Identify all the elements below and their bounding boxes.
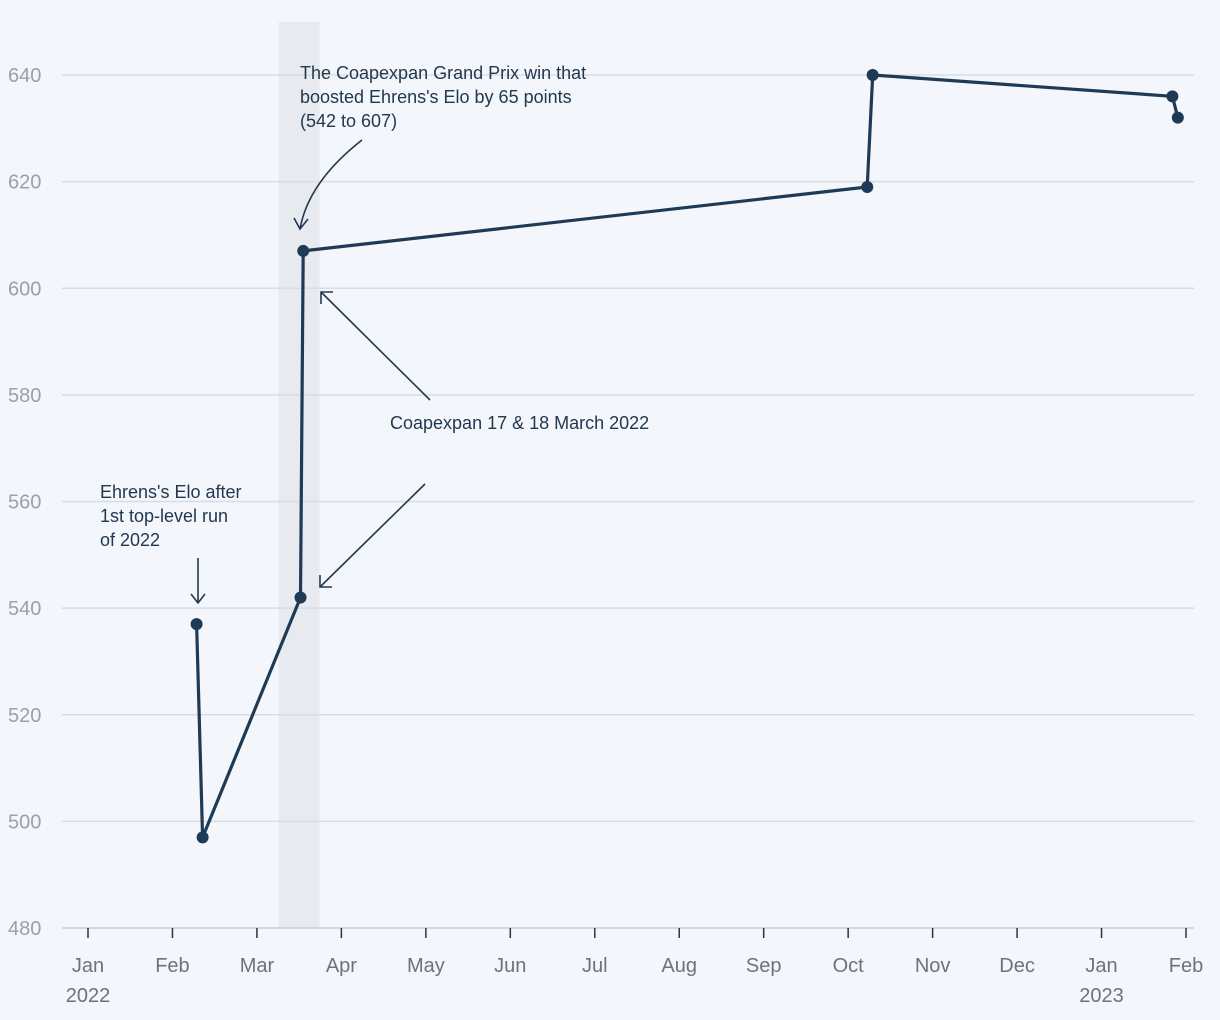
- x-tick-label-8: Sep: [746, 955, 782, 977]
- y-tick-label-580: 580: [8, 385, 41, 407]
- annotation-first-run-line3: of 2022: [100, 530, 160, 550]
- annotation-first-run: Ehrens's Elo after 1st top-level run of …: [100, 482, 247, 550]
- elo-point-3: [297, 244, 310, 257]
- elo-point-4: [861, 180, 874, 193]
- annotation-grand-prix-line1: The Coapexpan Grand Prix win that: [300, 63, 586, 83]
- annotation-coapexpan-arrow-up: [320, 291, 431, 401]
- y-tick-label-540: 540: [8, 598, 41, 620]
- y-axis: 480 500 520 540 560 580 600 620 640: [8, 65, 41, 940]
- annotation-coapexpan-march-line1: Coapexpan 17 & 18 March 2022: [390, 413, 649, 433]
- annotation-coapexpan-march: Coapexpan 17 & 18 March 2022: [390, 413, 649, 433]
- annotation-grand-prix-line2: boosted Ehrens's Elo by 65 points: [300, 87, 572, 107]
- elo-point-5: [866, 69, 879, 81]
- y-tick-label-620: 620: [8, 172, 41, 194]
- elo-point-6: [1166, 90, 1179, 103]
- highlight-band: [278, 22, 320, 928]
- y-tick-label-600: 600: [8, 278, 41, 300]
- annotation-first-run-line1: Ehrens's Elo after: [100, 482, 242, 502]
- grid-lines: [62, 74, 1194, 823]
- x-tick-label-13: Feb: [1169, 955, 1203, 977]
- x-tick-year-0: 2022: [66, 985, 111, 1007]
- annotation-grand-prix-arrowhead: [293, 217, 309, 231]
- elo-series-line: [195, 73, 1180, 840]
- annotation-first-run-arrowhead: [190, 593, 206, 605]
- x-tick-label-12: Jan: [1085, 955, 1117, 977]
- x-tick-label-7: Aug: [661, 955, 697, 977]
- elo-point-2: [294, 591, 307, 604]
- x-axis: Jan 2022 Feb Mar Apr May Jun Jul Aug Sep Oct Nov Dec…: [66, 928, 1203, 1007]
- annotation-coapexpan-arrow-down: [319, 483, 426, 588]
- y-tick-label-500: 500: [8, 811, 41, 833]
- elo-point-1: [196, 831, 209, 844]
- annotation-first-run-line2: 1st top-level run: [100, 506, 228, 526]
- annotation-coapexpan-arrowhead-down: [319, 575, 332, 588]
- x-tick-label-2: Mar: [240, 955, 275, 977]
- x-tick-year-12: 2023: [1079, 985, 1124, 1007]
- y-tick-label-480: 480: [8, 918, 41, 940]
- annotation-grand-prix: The Coapexpan Grand Prix win that booste…: [300, 63, 591, 131]
- x-tick-label-10: Nov: [915, 955, 951, 977]
- x-tick-label-9: Oct: [833, 955, 865, 977]
- x-tick-label-4: May: [407, 955, 445, 977]
- y-tick-label-520: 520: [8, 705, 41, 727]
- elo-points: [190, 69, 1184, 844]
- x-tick-label-5: Jun: [494, 955, 526, 977]
- x-tick-label-0: Jan: [72, 955, 104, 977]
- annotation-coapexpan-arrowhead-up: [320, 291, 333, 304]
- annotation-grand-prix-arrow: [299, 139, 363, 230]
- x-tick-label-1: Feb: [155, 955, 189, 977]
- x-tick-label-11: Dec: [999, 955, 1035, 977]
- y-tick-label-560: 560: [8, 492, 41, 514]
- x-tick-label-6: Jul: [582, 955, 608, 977]
- y-tick-label-640: 640: [8, 65, 41, 87]
- elo-point-0: [190, 618, 203, 631]
- x-tick-label-3: Apr: [326, 955, 357, 977]
- annotation-grand-prix-line3: (542 to 607): [300, 111, 397, 131]
- elo-point-7: [1171, 111, 1184, 124]
